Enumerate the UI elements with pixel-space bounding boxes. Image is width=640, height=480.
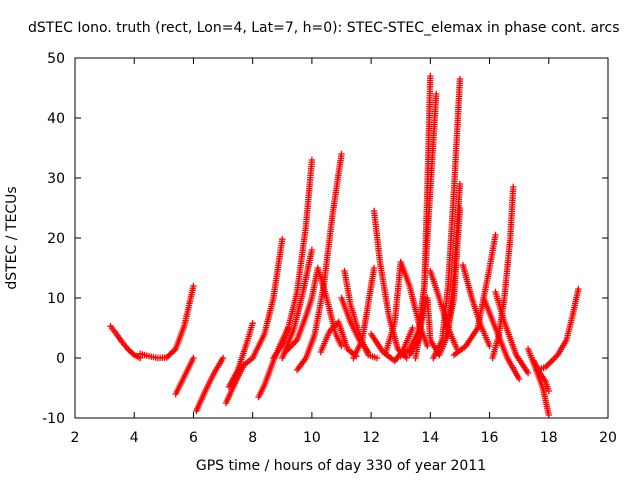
x-tick-label: 18 xyxy=(540,430,558,446)
data-point xyxy=(338,150,345,158)
y-tick-label: 40 xyxy=(47,111,65,127)
data-point xyxy=(486,342,493,350)
data-point xyxy=(510,183,517,191)
data-point xyxy=(575,285,582,293)
x-tick-label: 10 xyxy=(303,430,321,446)
data-point xyxy=(165,352,172,360)
series-arc xyxy=(107,323,144,362)
x-tick-label: 2 xyxy=(71,430,80,446)
data-point xyxy=(550,356,557,363)
series-arc xyxy=(293,150,345,374)
data-point xyxy=(308,246,316,254)
data-point xyxy=(433,90,440,98)
y-tick-label: 50 xyxy=(47,51,65,67)
series-arc xyxy=(193,354,227,414)
y-tick-label: 10 xyxy=(47,291,65,307)
data-point xyxy=(190,282,197,290)
data-point xyxy=(338,342,345,350)
data-point xyxy=(548,357,555,365)
data-point xyxy=(551,354,558,362)
series-arc xyxy=(222,354,256,407)
series-arc xyxy=(350,264,378,362)
data-point xyxy=(547,359,554,366)
series-arc xyxy=(225,320,256,390)
data-point xyxy=(190,354,197,362)
data-point xyxy=(524,369,532,377)
x-tick-label: 8 xyxy=(248,430,257,446)
data-point xyxy=(456,75,464,83)
axis-ticks: 2 4 6 8 10 12 14 16 18 20 -10 0 10 20 30 40 50 xyxy=(42,51,617,446)
series-arc xyxy=(459,261,493,350)
y-tick-label: 30 xyxy=(47,171,65,187)
data-point xyxy=(129,350,136,357)
chart-title: dSTEC Iono. truth (rect, Lon=4, Lat=7, h… xyxy=(28,20,620,36)
x-tick-label: 14 xyxy=(421,430,439,446)
series-arc xyxy=(270,156,316,362)
series-arc xyxy=(370,207,410,362)
series-arc xyxy=(317,318,360,360)
data-point xyxy=(370,264,378,272)
data-point xyxy=(168,350,175,357)
data-point xyxy=(424,342,431,350)
data-point xyxy=(170,347,178,354)
series-arc xyxy=(441,204,464,344)
data-point xyxy=(427,72,434,80)
x-axis-label: GPS time / hours of day 330 of year 2011 xyxy=(196,458,486,474)
x-tick-label: 20 xyxy=(599,430,617,446)
data-point xyxy=(166,351,173,358)
data-point xyxy=(409,324,416,332)
series-arc xyxy=(279,246,316,362)
y-tick-label: 20 xyxy=(47,231,65,247)
data-point xyxy=(403,354,410,362)
data-point xyxy=(515,375,523,383)
series-arc xyxy=(489,183,517,362)
x-tick-label: 6 xyxy=(189,430,198,446)
y-axis-label: dSTEC / TECUs xyxy=(4,186,20,289)
data-point xyxy=(545,411,552,419)
y-tick-label: -10 xyxy=(42,411,65,427)
series-arc xyxy=(172,354,197,398)
data-point xyxy=(545,360,552,368)
x-tick-label: 4 xyxy=(130,430,139,446)
data-point xyxy=(290,339,298,347)
x-tick-label: 16 xyxy=(481,430,499,446)
data-point xyxy=(456,180,464,188)
data-point xyxy=(456,204,464,212)
series-arc xyxy=(249,236,286,362)
data-point xyxy=(169,348,176,355)
y-tick-label: 0 xyxy=(56,351,65,367)
series-arc xyxy=(480,294,523,383)
series-arc xyxy=(136,282,197,362)
series-arc xyxy=(533,285,582,374)
data-point xyxy=(163,354,170,361)
data-series xyxy=(107,72,582,419)
data-point xyxy=(492,231,499,239)
axis-frame xyxy=(74,57,609,419)
data-point xyxy=(545,387,552,395)
data-point xyxy=(308,156,316,164)
data-point xyxy=(279,236,286,243)
series-arc xyxy=(450,231,499,359)
data-point xyxy=(364,348,372,356)
data-point xyxy=(373,354,381,362)
data-point xyxy=(219,354,227,362)
plot-area: 2 4 6 8 10 12 14 16 18 20 -10 0 10 20 30 40 50 xyxy=(42,51,617,446)
data-point xyxy=(249,320,256,327)
x-tick-label: 12 xyxy=(362,430,380,446)
